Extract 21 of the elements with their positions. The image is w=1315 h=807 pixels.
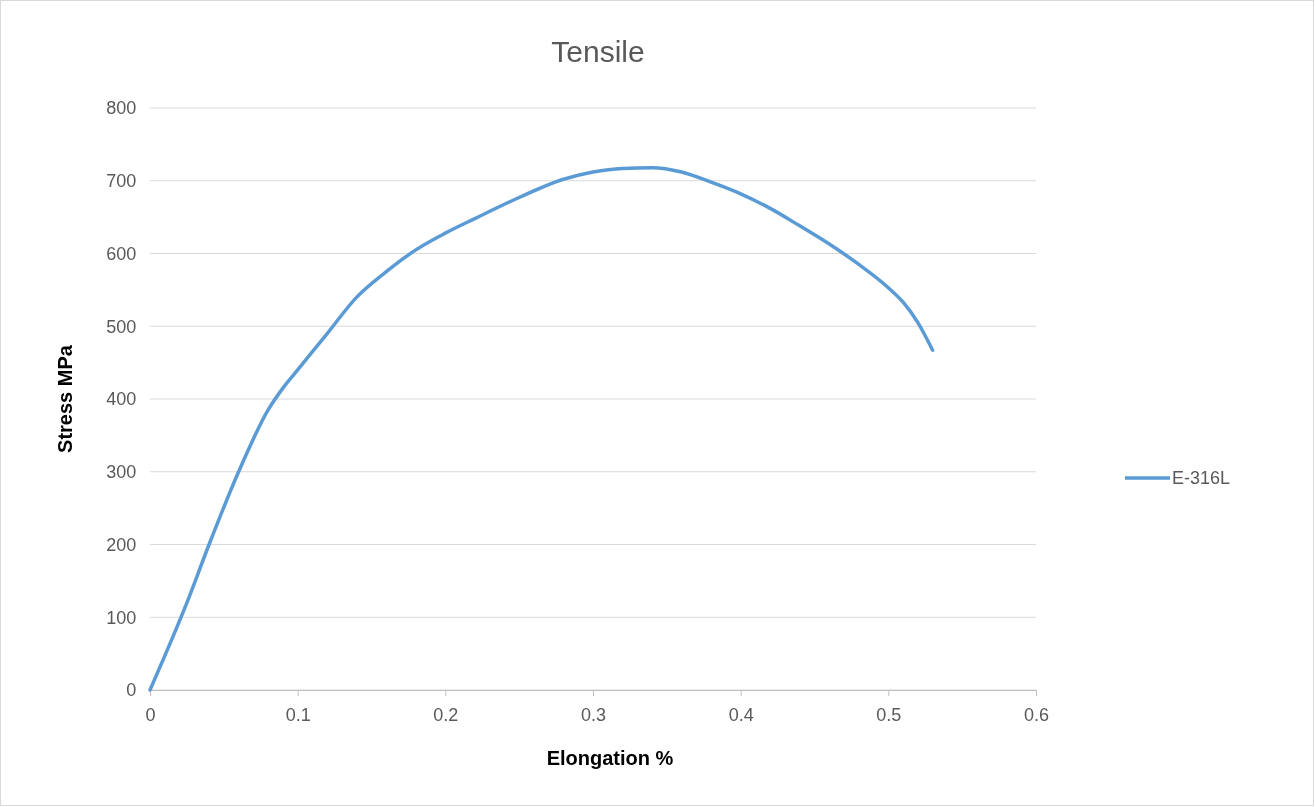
y-axis-title: Stress MPa xyxy=(54,344,76,453)
y-tick-label: 100 xyxy=(106,607,137,628)
y-tick-label: 600 xyxy=(106,243,137,264)
x-tick-label: 0.1 xyxy=(285,704,311,725)
y-tick-label: 300 xyxy=(106,462,137,483)
y-tick-label: 500 xyxy=(106,316,137,337)
y-tick-label: 0 xyxy=(126,680,137,701)
x-tick-label: 0 xyxy=(145,704,156,725)
line-series xyxy=(148,165,935,692)
y-tick-label: 700 xyxy=(106,171,137,192)
x-tick-label: 0.2 xyxy=(433,704,459,725)
x-tick-label: 0.5 xyxy=(876,704,902,725)
chart-title: Tensile xyxy=(551,35,645,68)
x-tick-label: 0.4 xyxy=(728,704,754,725)
x-axis-title: Elongation % xyxy=(546,747,674,769)
y-tick-label: 800 xyxy=(106,98,137,119)
legend-label: E-316L xyxy=(1172,468,1231,489)
y-tick-label: 400 xyxy=(106,389,137,410)
x-tick-label: 0.6 xyxy=(1023,704,1050,725)
x-tick-label: 0.3 xyxy=(580,704,607,725)
y-tick-label: 200 xyxy=(106,534,137,555)
